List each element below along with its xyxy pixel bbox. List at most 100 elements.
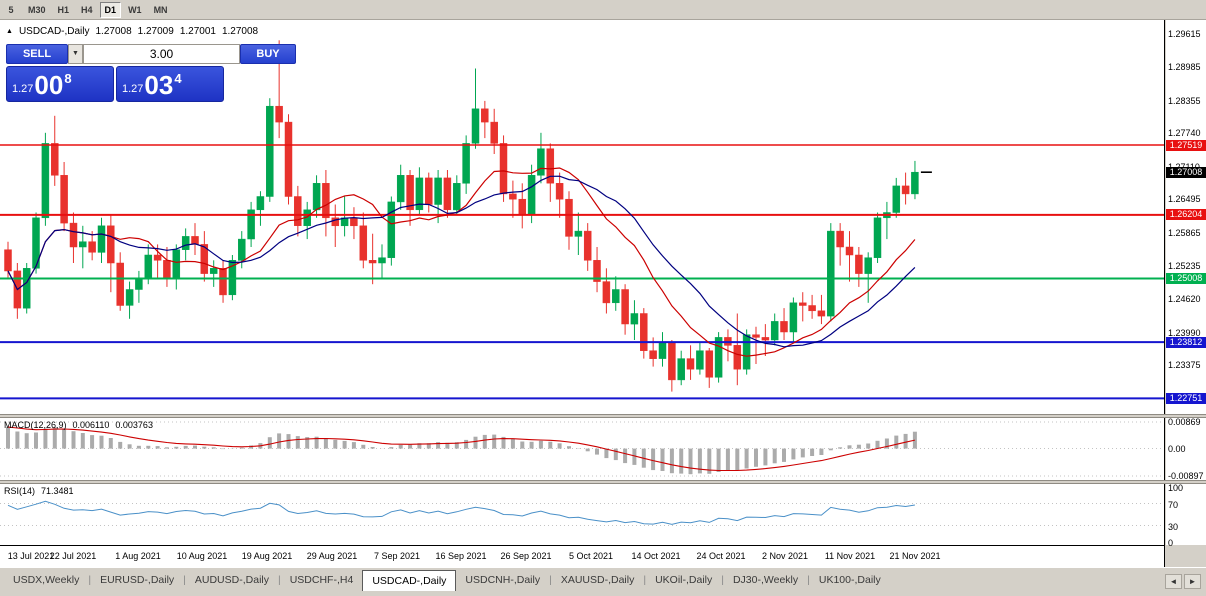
date-tick-label: 21 Nov 2021 <box>889 551 941 561</box>
macd-axis-label: 0.00 <box>1168 444 1186 454</box>
macd-signal-line <box>7 426 916 472</box>
ma-fast-line <box>7 167 916 357</box>
chart-tab-audusd-daily[interactable]: AUDUSD-,Daily <box>194 574 269 586</box>
hline-price-label: 1.22751 <box>1166 393 1206 404</box>
tab-separator: | <box>183 574 186 586</box>
ohlc-open: 1.27008 <box>95 26 132 37</box>
chart-ohlc-header: ▲ USDCAD-,Daily 1.27008 1.27009 1.27001 … <box>6 26 258 38</box>
date-tick-label: 10 Aug 2021 <box>176 551 228 561</box>
chart-tab-usdchf-h4[interactable]: USDCHF-,H4 <box>289 574 354 586</box>
rsi-panel <box>0 484 1165 545</box>
price-tick-label: 1.27740 <box>1168 128 1201 138</box>
tab-separator: | <box>643 574 647 586</box>
main-chart-panel <box>0 20 1165 414</box>
chart-tab-usdcnh-daily[interactable]: USDCNH-,Daily <box>465 574 541 586</box>
volume-input[interactable] <box>83 44 240 64</box>
hline-price-label: 1.23812 <box>1166 337 1206 348</box>
date-tick-label: 24 Oct 2021 <box>696 551 746 561</box>
volume-dropdown-button[interactable]: ▼ <box>68 44 83 64</box>
macd-name: MACD(12,26,9) <box>4 420 67 430</box>
price-tick-label: 1.26495 <box>1168 194 1201 204</box>
timeframe-button-d1[interactable]: D1 <box>99 1 122 18</box>
date-tick-label: 14 Oct 2021 <box>631 551 681 561</box>
ma-slow-line <box>7 175 916 348</box>
date-tick-label: 7 Sep 2021 <box>373 551 421 561</box>
date-axis[interactable]: 13 Jul 2021 22 Jul 2021 1 Aug 2021 10 Aug 2… <box>0 545 1165 567</box>
chart-tab-dj30-weekly[interactable]: DJ30-,Weekly <box>732 574 799 586</box>
macd-axis-label: -0.00897 <box>1168 471 1204 481</box>
price-tick-label: 1.25865 <box>1168 228 1201 238</box>
rsi-plot[interactable] <box>0 484 1165 545</box>
macd-panel <box>0 418 1165 480</box>
macd-plot[interactable] <box>0 418 1165 480</box>
date-tick-label: 19 Aug 2021 <box>241 551 293 561</box>
ohlc-high: 1.27009 <box>137 26 174 37</box>
tab-scroll-left-button[interactable]: ◄ <box>1165 574 1182 589</box>
chart-tab-ukoil-daily[interactable]: UKOil-,Daily <box>655 574 713 586</box>
panel-splitter-rsi[interactable] <box>0 480 1206 484</box>
trade-controls-row: SELL ▼ BUY <box>6 44 296 64</box>
chart-tab-bar: USDX,Weekly | EURUSD-,Daily | AUDUSD-,Daily |… <box>0 567 1206 596</box>
date-tick-label: 2 Nov 2021 <box>761 551 809 561</box>
chart-tab-uk100-daily[interactable]: UK100-,Daily <box>818 574 881 586</box>
price-axis[interactable]: 1.296151.289851.283551.277401.271101.264… <box>1166 20 1206 548</box>
price-tick-label: 1.25235 <box>1168 261 1201 271</box>
main-chart-plot[interactable] <box>0 20 1165 414</box>
ohlc-low: 1.27001 <box>179 26 216 37</box>
panel-splitter-macd[interactable] <box>0 414 1206 418</box>
date-tick-label: 16 Sep 2021 <box>435 551 487 561</box>
sell-price-big: 00 <box>34 70 64 100</box>
buy-price-big: 03 <box>144 70 174 100</box>
sell-price-prefix: 1.27 <box>12 83 34 95</box>
price-tick-label: 1.23990 <box>1168 328 1201 338</box>
sell-price-box[interactable]: 1.27 00 8 <box>6 66 114 102</box>
chart-tab-xauusd-daily[interactable]: XAUUSD-,Daily <box>560 574 635 586</box>
sell-button[interactable]: SELL <box>6 44 68 64</box>
date-tick-label: 29 Aug 2021 <box>306 551 358 561</box>
buy-button[interactable]: BUY <box>240 44 296 64</box>
rsi-label: RSI(14) 71.3481 <box>4 486 74 496</box>
date-tick-label: 13 Jul 2021 <box>7 551 55 561</box>
buy-price-prefix: 1.27 <box>122 83 144 95</box>
timeframe-button-w1[interactable]: W1 <box>128 4 142 15</box>
price-tick-label: 1.28985 <box>1168 62 1201 72</box>
chart-symbol-label: USDCAD-,Daily <box>18 26 90 37</box>
timeframe-button-h4[interactable]: H4 <box>81 4 93 15</box>
tab-scroll-right-button[interactable]: ► <box>1184 574 1201 589</box>
rsi-axis-label: 70 <box>1168 500 1179 510</box>
chart-tab-eurusd-daily[interactable]: EURUSD-,Daily <box>100 574 175 586</box>
price-tick-label: 1.23375 <box>1168 360 1201 370</box>
tab-scroll-arrows: ◄ ► <box>1165 571 1204 589</box>
chart-tab-usdcad-daily[interactable]: USDCAD-,Daily <box>362 570 457 591</box>
rsi-axis-label: 100 <box>1168 483 1184 493</box>
hline-price-label: 1.26204 <box>1166 209 1206 220</box>
timeframe-button-5[interactable]: 5 <box>8 4 14 15</box>
one-click-trading-panel: SELL ▼ BUY 1.27 00 8 1.27 03 4 <box>6 44 296 102</box>
rsi-axis-label: 0 <box>1168 538 1174 548</box>
chart-tab-usdx-weekly[interactable]: USDX,Weekly <box>13 574 80 586</box>
timeframe-button-h1[interactable]: H1 <box>57 4 70 15</box>
rsi-value: 71.3481 <box>41 486 74 496</box>
date-tick-label: 5 Oct 2021 <box>568 551 614 561</box>
date-tick-label: 1 Aug 2021 <box>115 551 161 561</box>
hline-price-label: 1.25008 <box>1166 273 1206 284</box>
tab-separator: | <box>807 574 810 586</box>
buy-price-box[interactable]: 1.27 03 4 <box>116 66 224 102</box>
timeframe-button-m30[interactable]: M30 <box>28 4 46 15</box>
sell-price-sup: 8 <box>64 71 72 86</box>
price-tick-label: 1.28355 <box>1168 96 1201 106</box>
timeframe-button-mn[interactable]: MN <box>153 4 168 15</box>
current-price-label: 1.27008 <box>1166 167 1206 178</box>
candles-layer <box>4 40 919 392</box>
date-tick-label: 22 Jul 2021 <box>49 551 97 561</box>
macd-label: MACD(12,26,9) 0.006110 0.003763 <box>4 420 153 430</box>
trade-prices-row: 1.27 00 8 1.27 03 4 <box>6 66 224 102</box>
buy-price-sup: 4 <box>174 71 182 86</box>
tab-separator: | <box>721 574 724 586</box>
date-tick-label: 26 Sep 2021 <box>500 551 552 561</box>
symbol-marker-icon: ▲ <box>6 28 13 35</box>
macd-main-value: 0.006110 <box>72 420 110 430</box>
price-tick-label: 1.24620 <box>1168 294 1201 304</box>
ohlc-close: 1.27008 <box>221 26 259 37</box>
